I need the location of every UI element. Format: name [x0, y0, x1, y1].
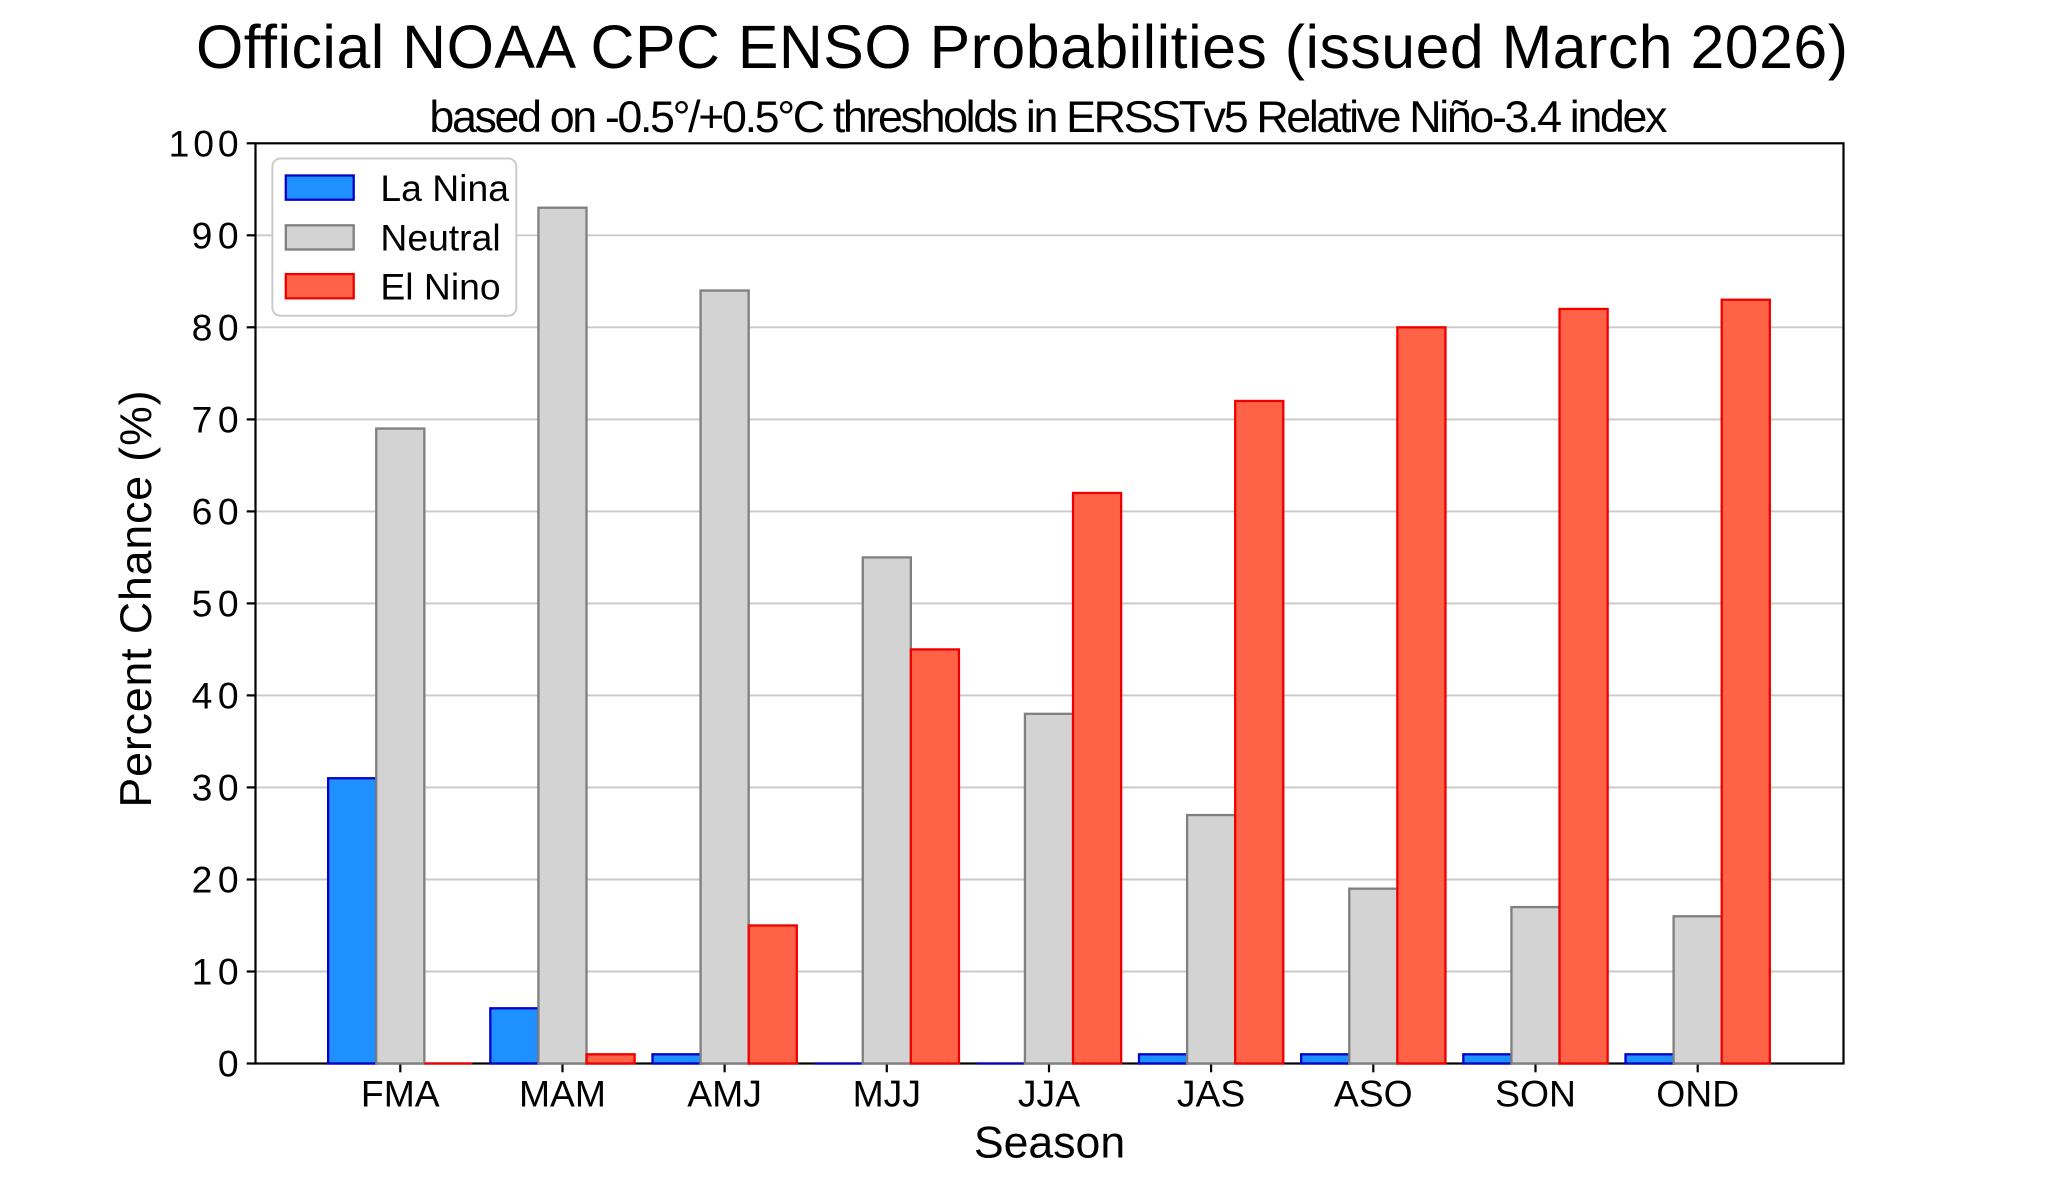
svg-text:OND: OND [1656, 1072, 1739, 1114]
svg-text:AMJ: AMJ [687, 1072, 762, 1114]
svg-text:JAS: JAS [1177, 1072, 1245, 1114]
svg-text:Season: Season [974, 1118, 1125, 1167]
svg-text:based on -0.5°/+0.5°C threshol: based on -0.5°/+0.5°C thresholds in ERSS… [429, 92, 1667, 142]
svg-text:Neutral: Neutral [380, 217, 500, 259]
svg-text:El Nino: El Nino [380, 266, 500, 308]
svg-text:0: 0 [218, 1043, 239, 1085]
svg-text:SON: SON [1495, 1072, 1576, 1114]
svg-text:FMA: FMA [361, 1072, 440, 1114]
svg-text:JJA: JJA [1018, 1072, 1080, 1114]
svg-text:ASO: ASO [1334, 1072, 1413, 1114]
svg-text:Percent Chance (%): Percent Chance (%) [112, 391, 161, 808]
svg-text:MJJ: MJJ [853, 1072, 921, 1114]
svg-text:Official NOAA CPC ENSO Probabi: Official NOAA CPC ENSO Probabilities (is… [196, 13, 1848, 81]
svg-text:La Nina: La Nina [380, 167, 509, 209]
svg-text:MAM: MAM [519, 1072, 606, 1114]
svg-text:100: 100 [169, 122, 239, 164]
